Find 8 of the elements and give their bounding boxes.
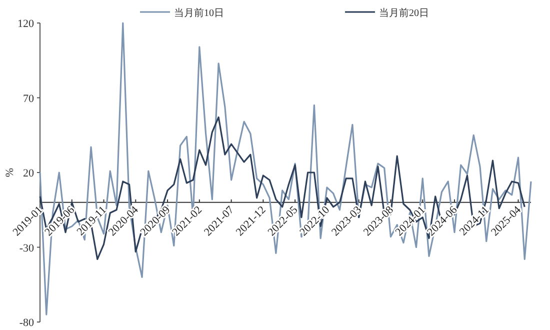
- y-tick-label: 20: [23, 168, 34, 180]
- y-tick-label: 120: [18, 18, 34, 30]
- y-tick-label: -80: [19, 317, 34, 329]
- y-tick-label: -30: [19, 242, 34, 254]
- legend-label: 当月前20日: [379, 7, 429, 19]
- y-axis-title: %: [4, 168, 16, 178]
- y-tick-label: 70: [23, 92, 34, 105]
- legend-label: 当月前10日: [174, 7, 224, 19]
